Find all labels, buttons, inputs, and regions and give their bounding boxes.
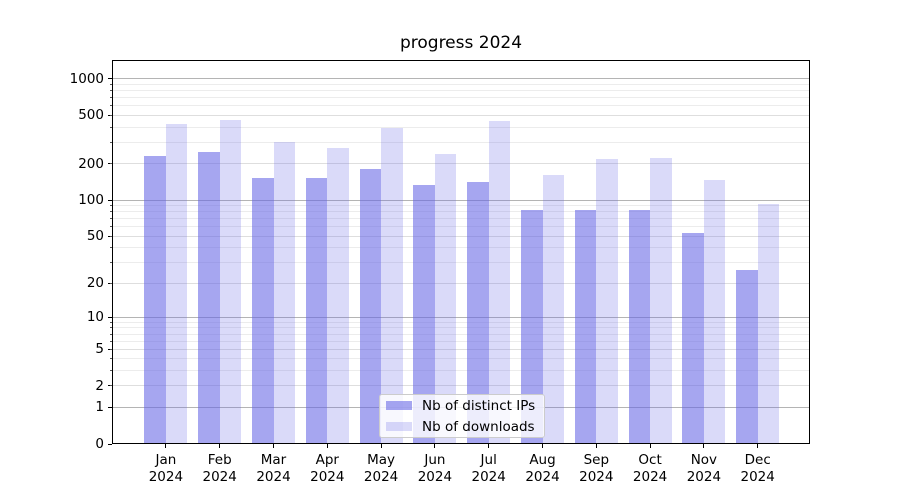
ytick-label-0: 0 [95,436,104,452]
ytick-label-10: 10 [86,309,104,326]
legend-item-distinct-ips: Nb of distinct IPs [386,397,544,415]
xtick-sep [595,444,597,448]
xtick-oct [649,444,651,448]
legend-swatch-downloads [386,422,412,431]
ytick-label-100: 100 [78,192,104,209]
xtick-label-oct: Oct 2024 [632,452,668,485]
ytick-label-200: 200 [78,155,104,172]
xtick-label-jan: Jan 2024 [148,452,184,485]
legend-label-distinct-ips: Nb of distinct IPs [422,397,536,414]
xtick-label-may: May 2024 [363,452,399,485]
xtick-label-mar: Mar 2024 [256,452,291,485]
legend-label-downloads: Nb of downloads [422,418,535,435]
xtick-jan [165,444,167,448]
xtick-label-nov: Nov 2024 [686,452,722,485]
xtick-feb [219,444,221,448]
xtick-aug [542,444,543,448]
xtick-label-sep: Sep 2024 [579,452,614,485]
xtick-label-jun: Jun 2024 [417,452,453,485]
plot-border [112,60,810,444]
legend-item-downloads: Nb of downloads [386,418,544,436]
ytick-label-1000: 1000 [69,70,104,87]
xtick-may [380,444,382,448]
xtick-label-dec: Dec 2024 [740,452,775,485]
xtick-jul [488,444,490,448]
ytick-label-20: 20 [86,275,104,292]
chart-title: progress 2024 [399,33,523,53]
xtick-label-aug: Aug 2024 [525,452,560,485]
ytick-label-2: 2 [95,377,104,394]
xtick-label-apr: Apr 2024 [310,452,345,485]
xtick-nov [703,444,705,448]
ytick-label-5: 5 [95,341,104,358]
xtick-jun [434,444,436,448]
legend-swatch-distinct-ips [386,401,412,410]
xtick-label-feb: Feb 2024 [202,452,237,485]
xtick-apr [326,444,328,448]
xtick-label-jul: Jul 2024 [471,452,506,485]
xtick-dec [757,444,759,448]
ytick-label-50: 50 [86,228,104,245]
ytick-label-1: 1 [95,399,104,416]
ytick-label-500: 500 [78,107,104,124]
legend: Nb of distinct IPs Nb of downloads [379,394,545,438]
xtick-mar [273,444,274,448]
